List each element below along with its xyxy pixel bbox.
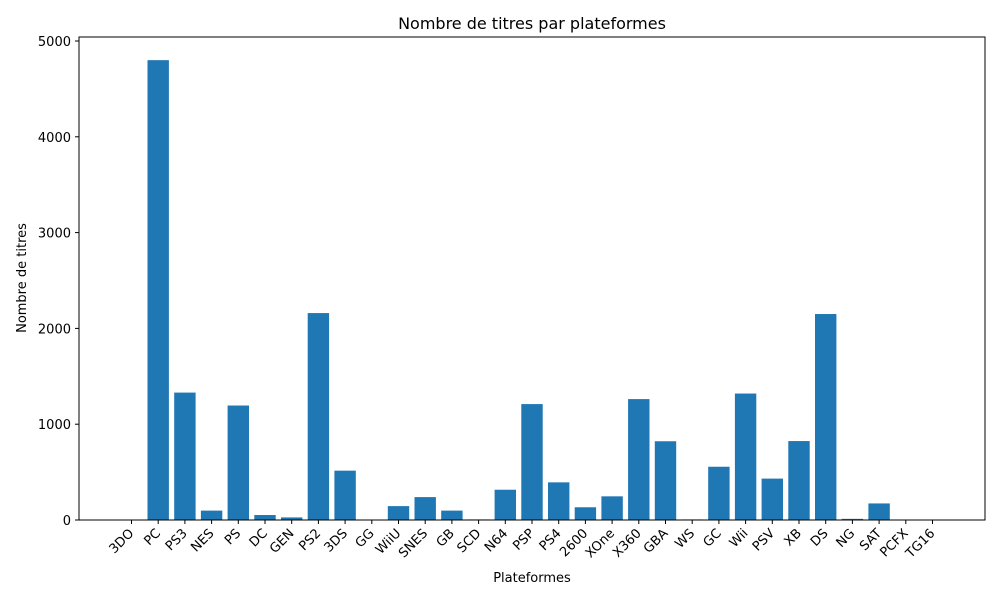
bar-psp — [521, 404, 543, 520]
y-tick-label: 0 — [63, 514, 71, 529]
bar-ps3 — [174, 392, 196, 520]
bar-ps — [227, 405, 249, 520]
y-tick-label: 1000 — [38, 418, 71, 433]
bar-wiiu — [387, 506, 410, 520]
bar-ps2 — [307, 313, 330, 520]
bar-x360 — [628, 399, 650, 520]
bar-snes — [414, 497, 436, 520]
bar-sat — [868, 503, 890, 520]
bar-gba — [654, 441, 677, 520]
bar-3ds — [334, 470, 356, 520]
bar-gb — [441, 510, 463, 520]
bar-dc — [254, 515, 276, 520]
bar-2600 — [574, 507, 597, 520]
plot-frame — [78, 36, 986, 521]
y-axis-ticks: 0 1000 2000 3000 4000 5000 — [38, 35, 79, 529]
bar-gc — [708, 466, 730, 520]
bars-group — [120, 60, 944, 520]
y-tick-label: 4000 — [38, 131, 71, 146]
bar-xone — [601, 496, 623, 520]
bar-n64 — [494, 489, 516, 520]
chart-title: Nombre de titres par plateformes — [398, 14, 666, 33]
bar-ng — [841, 518, 864, 520]
bar-gen — [281, 517, 303, 520]
y-tick-label: 5000 — [38, 35, 71, 50]
bar-xb — [788, 441, 810, 520]
y-axis-label: Nombre de titres — [15, 223, 30, 333]
y-tick-label: 3000 — [38, 227, 71, 242]
bar-ds — [815, 314, 837, 520]
bar-wii — [734, 393, 757, 520]
bar-psv — [761, 478, 783, 520]
bar-ps4 — [548, 482, 570, 520]
y-tick-label: 2000 — [38, 322, 71, 337]
bar-nes — [200, 510, 223, 520]
x-axis-label: Plateformes — [493, 571, 571, 586]
bar-pc — [147, 60, 169, 520]
